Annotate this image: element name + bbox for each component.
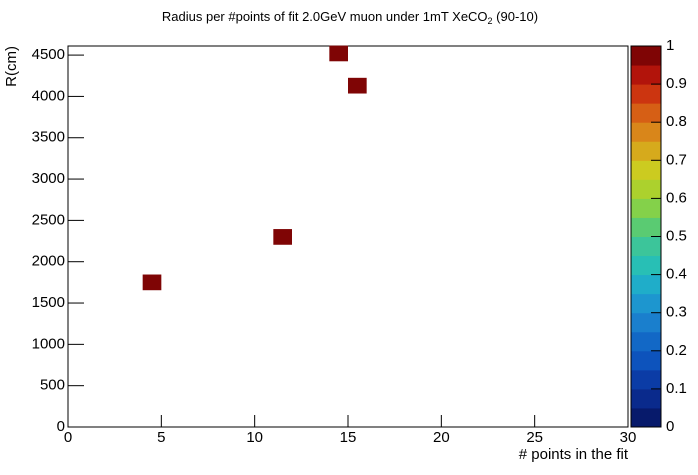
palette-band <box>631 369 661 390</box>
palette-band <box>631 84 661 104</box>
y-tick-label: 3500 <box>32 129 65 146</box>
x-tick-label: 5 <box>157 429 165 446</box>
z-tick-label: 0.1 <box>666 380 687 397</box>
y-tick-label: 2000 <box>32 253 65 270</box>
y-axis-label: R(cm) <box>3 46 20 87</box>
z-tick-label: 0 <box>666 418 674 435</box>
palette-band <box>631 293 661 314</box>
palette-band <box>631 312 661 333</box>
y-tick-label: 0 <box>57 418 65 435</box>
z-tick-label: 0.5 <box>666 227 687 244</box>
palette-band <box>631 179 661 199</box>
palette-band <box>631 198 661 218</box>
title-main: Radius per #points of fit 2.0GeV muon un… <box>162 9 488 24</box>
y-tick-label: 3000 <box>32 170 65 187</box>
x-tick-label: 10 <box>246 429 263 446</box>
palette-band <box>631 65 661 85</box>
y-tick-label: 1500 <box>32 294 65 311</box>
palette-band <box>631 407 661 428</box>
palette-band <box>631 388 661 409</box>
z-tick-label: 1 <box>666 37 674 54</box>
x-tick-label: 0 <box>64 429 72 446</box>
title-tail: (90-10) <box>493 9 539 24</box>
x-axis-label: # points in the fit <box>519 446 629 463</box>
z-tick-label: 0.9 <box>666 75 687 92</box>
z-tick-label: 0.8 <box>666 113 687 130</box>
heatmap-cell <box>329 45 348 62</box>
title-subscript: 2 <box>488 16 493 26</box>
palette-band <box>631 122 661 142</box>
y-tick-label: 4000 <box>32 87 65 104</box>
palette-band <box>631 103 661 123</box>
z-tick-label: 0.6 <box>666 189 687 206</box>
palette-band <box>631 217 661 237</box>
y-tick-label: 1000 <box>32 335 65 352</box>
z-tick-label: 0.3 <box>666 304 687 321</box>
palette-band <box>631 46 661 66</box>
x-tick-label: 20 <box>433 429 450 446</box>
palette-band <box>631 350 661 371</box>
palette-band <box>631 274 661 295</box>
x-tick-label: 30 <box>620 429 637 446</box>
x-tick-label: 25 <box>526 429 543 446</box>
z-tick-label: 0.7 <box>666 151 687 168</box>
x-tick-label: 15 <box>340 429 357 446</box>
palette-band <box>631 141 661 161</box>
palette-band <box>631 255 661 276</box>
chart-title: Radius per #points of fit 2.0GeV muon un… <box>162 9 538 26</box>
y-tick-label: 4500 <box>32 46 65 63</box>
palette-band <box>631 236 661 257</box>
z-tick-label: 0.2 <box>666 342 687 359</box>
heatmap-cell <box>273 229 292 245</box>
z-tick-label: 0.4 <box>666 266 687 283</box>
palette-band <box>631 331 661 352</box>
heatmap-cell <box>142 274 162 291</box>
palette-band <box>631 160 661 180</box>
heatmap-cell <box>348 77 367 94</box>
y-tick-label: 2500 <box>32 211 65 228</box>
y-tick-label: 500 <box>40 377 65 394</box>
